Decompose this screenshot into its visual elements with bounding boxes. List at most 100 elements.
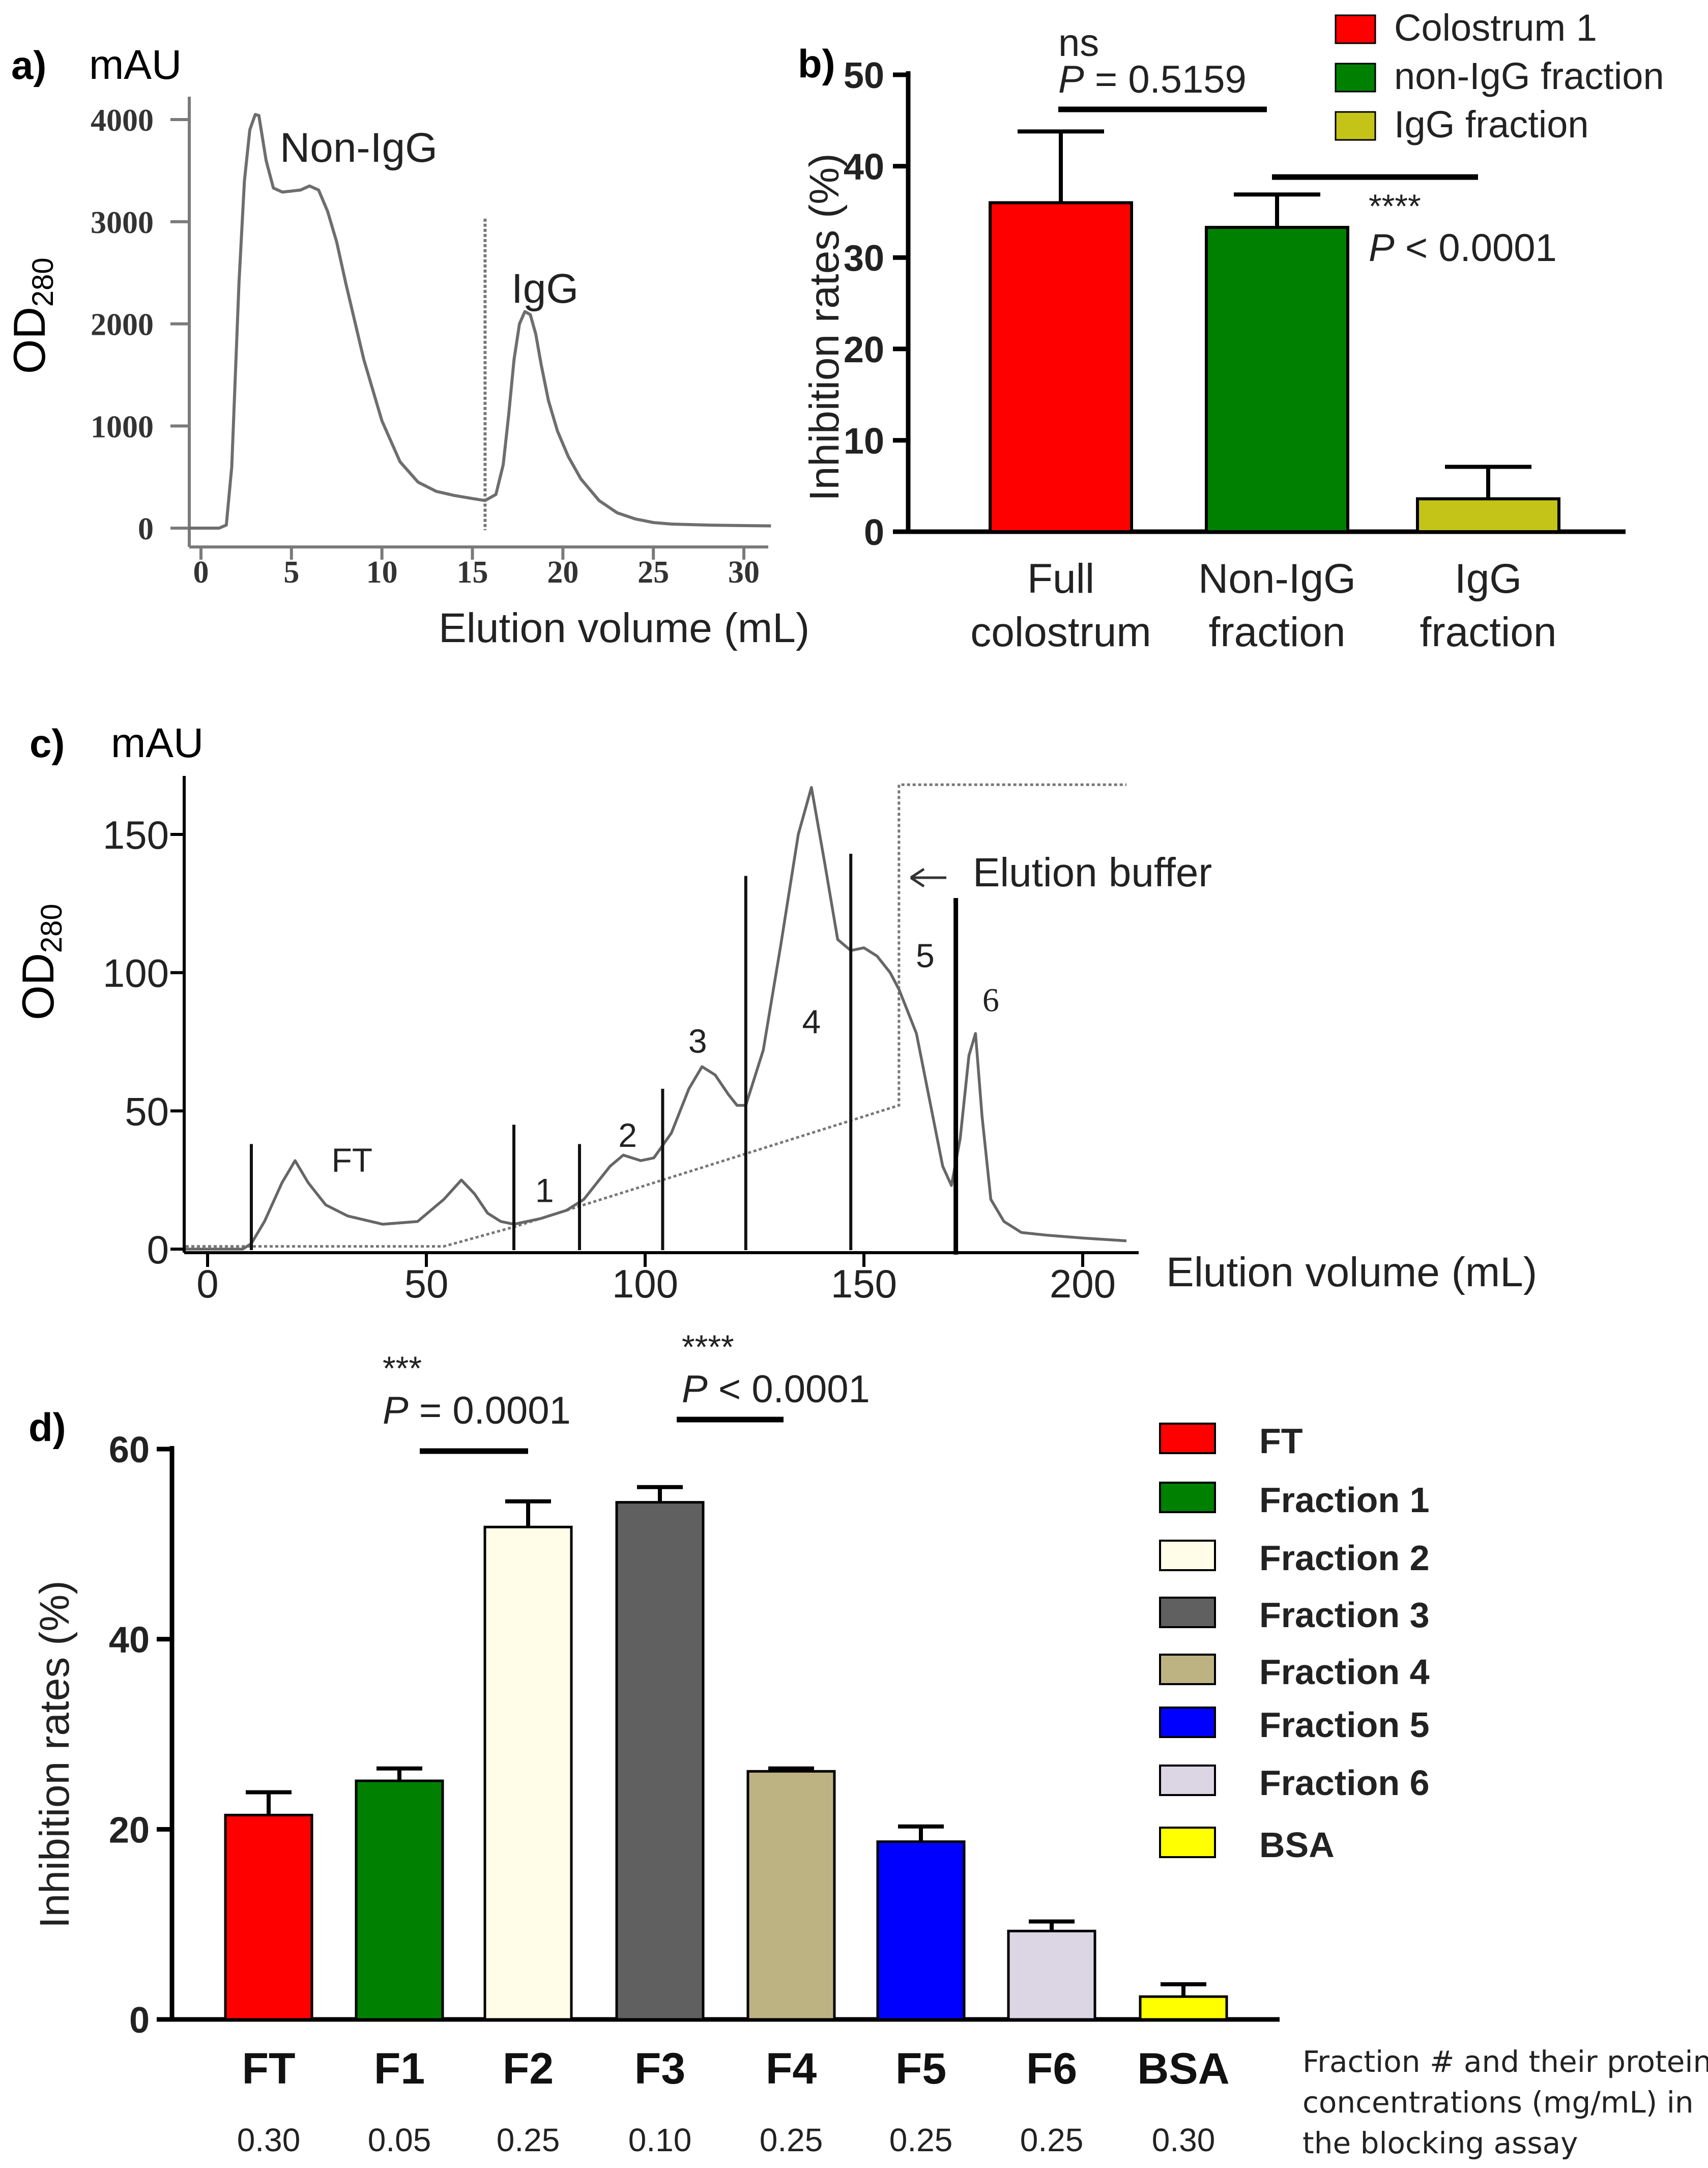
panel-c-fraction-markers xyxy=(250,854,853,1250)
panel-c-ytick-label: 0 xyxy=(147,1227,169,1272)
panel-b-ytick-label: 40 xyxy=(844,147,884,188)
panel-a-xtick-label: 0 xyxy=(193,555,209,590)
panel-d-ytick-label: 40 xyxy=(109,1620,150,1661)
panel-d-ytick-label: 60 xyxy=(109,1430,150,1470)
panel-d-category-label: F4 xyxy=(766,2044,817,2093)
panel-c-y-axis: 0 50 100 150 xyxy=(103,813,184,1272)
panel-a-xtick-label: 10 xyxy=(366,555,398,590)
panel-d-concentration-label: 0.05 xyxy=(368,2122,431,2158)
panel-b-legend-label: IgG fraction xyxy=(1394,103,1589,146)
panel-d-category-label: F5 xyxy=(895,2044,946,2093)
panel-c-region-label: FT xyxy=(331,1141,372,1179)
panel-c-region-labels: FT 1 2 3 4 5 6 xyxy=(331,937,999,1209)
panel-d-note-line-1: Fraction # and their protein xyxy=(1302,2044,1708,2079)
panel-a-ylabel: OD280 xyxy=(4,257,60,374)
panel-a-ytick-label: 0 xyxy=(138,512,154,546)
panel-d-concentrations: 0.30 0.05 0.25 0.10 0.25 0.25 0.25 0.30 xyxy=(237,2122,1215,2158)
panel-d-legend-label: FT xyxy=(1259,1421,1303,1461)
panel-c-x-axis: 0 50 100 150 200 xyxy=(196,1253,1116,1306)
panel-c-ytick-label: 50 xyxy=(125,1089,169,1134)
panel-d-legend-swatch xyxy=(1159,1654,1216,1685)
panel-d-concentration-label: 0.30 xyxy=(237,2122,301,2158)
panel-d-bar xyxy=(1007,1929,1096,2021)
panel-b-category-label: fraction xyxy=(1420,609,1557,655)
panel-c-ylabel: OD280 xyxy=(13,904,68,1020)
panel-b-letter: b) xyxy=(798,41,835,86)
panel-b-ytick-label: 10 xyxy=(844,421,884,461)
panel-c-letter: c) xyxy=(30,721,65,766)
panel-d-bar xyxy=(876,1840,966,2021)
panel-b-category-label: Non-IgG xyxy=(1198,556,1356,602)
panel-c-arrow-icon xyxy=(910,868,925,888)
panel-c-xtick-label: 100 xyxy=(612,1261,678,1306)
panel-b-legend-swatch xyxy=(1335,111,1376,141)
panel-d-legend: FT Fraction 1 Fraction 2 Fraction 3 Fraction… xyxy=(1159,1421,1430,1865)
panel-d-ylabel: Inhibition rates (%) xyxy=(32,1580,78,1928)
panel-d-legend-label: Fraction 1 xyxy=(1259,1480,1430,1520)
panel-d-y-axis: 0 20 40 60 xyxy=(109,1430,172,2041)
panel-d-legend-swatch xyxy=(1159,1707,1216,1738)
panel-d-category-label: F1 xyxy=(374,2044,425,2093)
panel-a-xtick-label: 15 xyxy=(457,555,488,590)
panel-d-concentration-label: 0.30 xyxy=(1152,2122,1215,2158)
panel-a-xtick-label: 20 xyxy=(547,555,578,590)
panel-c-xtick-label: 200 xyxy=(1050,1261,1116,1306)
panel-d-category-label: F6 xyxy=(1026,2044,1077,2093)
panel-b-ytick-label: 20 xyxy=(844,330,884,370)
panel-d-concentration-label: 0.25 xyxy=(760,2122,823,2158)
panel-c-elution-buffer-label: Elution buffer xyxy=(973,850,1212,895)
panel-c-region-label: 5 xyxy=(916,937,935,974)
panel-b-sig2-pvalue: P < 0.0001 xyxy=(1369,226,1557,270)
panel-d-bar xyxy=(483,1525,573,2021)
panel-b-category-labels: Full colostrum Non-IgG fraction IgG fraction xyxy=(970,556,1556,655)
panel-c-xtick-label: 0 xyxy=(196,1261,218,1306)
panel-d-legend-label: Fraction 3 xyxy=(1259,1595,1430,1635)
panel-b-category-label: colostrum xyxy=(970,609,1151,655)
panel-d-category-label: F2 xyxy=(503,2044,554,2093)
panel-d-legend-swatch xyxy=(1159,1597,1216,1628)
panel-c-unit: mAU xyxy=(111,720,204,766)
panel-c-region-label: 6 xyxy=(982,982,999,1019)
panel-d-category-labels: FT F1 F2 F3 F4 F5 F6 BSA xyxy=(242,2044,1229,2093)
panel-d-letter: d) xyxy=(28,1405,66,1450)
panel-d-sig2-pvalue: P < 0.0001 xyxy=(682,1368,870,1411)
panel-d-legend-swatch xyxy=(1159,1827,1216,1858)
panel-d-category-label: BSA xyxy=(1137,2044,1230,2093)
panel-c-region-label: 3 xyxy=(688,1022,707,1060)
panel-d-legend-label: Fraction 5 xyxy=(1259,1705,1430,1745)
panel-b-legend-label: Colostrum 1 xyxy=(1394,7,1597,49)
panel-a-ytick-label: 4000 xyxy=(91,103,154,138)
panel-d-bars xyxy=(224,1485,1228,2021)
panel-a-y-axis: 0 1000 2000 3000 4000 xyxy=(91,103,189,546)
panel-a-ytick-label: 2000 xyxy=(91,308,154,342)
panel-c-xtick-label: 50 xyxy=(404,1261,449,1306)
panel-a: a) mAU OD280 0 1000 2000 3000 4000 0 5 10 15 20 2… xyxy=(4,42,809,651)
panel-d-legend-label: Fraction 2 xyxy=(1259,1538,1430,1578)
panel-d-legend-swatch xyxy=(1159,1482,1216,1513)
panel-b-legend: Colostrum 1 non-IgG fraction IgG fraction xyxy=(1335,7,1664,146)
panel-a-ytick-label: 1000 xyxy=(91,410,154,444)
panel-a-xtick-label: 30 xyxy=(728,555,760,590)
panel-d-legend-swatch xyxy=(1159,1423,1216,1454)
panel-a-label-nonigg: Non-IgG xyxy=(280,125,438,171)
panel-b-sig2-stars: **** xyxy=(1369,187,1421,225)
panel-d: d) Inhibition rates (%) 0 20 40 60 FT F1 F2 F3… xyxy=(28,1328,1708,2160)
panel-d-bar xyxy=(1139,1995,1228,2021)
panel-c-elution-gradient xyxy=(186,783,1126,1248)
panel-a-ytick-label: 3000 xyxy=(91,206,154,240)
panel-b-sig1-stars: ns xyxy=(1058,21,1099,65)
panel-b-bar xyxy=(1205,225,1349,533)
panel-d-legend-label: Fraction 4 xyxy=(1259,1652,1430,1692)
panel-d-legend-label: Fraction 6 xyxy=(1259,1763,1430,1803)
panel-d-note-line-3: the blocking assay xyxy=(1302,2126,1578,2160)
panel-b-ytick-label: 0 xyxy=(864,512,884,553)
panel-d-sig2-stars: **** xyxy=(682,1328,734,1366)
panel-a-xtick-label: 5 xyxy=(283,555,299,590)
panel-a-letter: a) xyxy=(11,43,46,88)
panel-d-bar xyxy=(224,1813,313,2021)
panel-a-xlabel: Elution volume (mL) xyxy=(439,605,809,651)
panel-d-bar xyxy=(355,1779,444,2021)
panel-c: c) mAU OD280 0 50 100 150 0 50 100 150 200 FT 1 2… xyxy=(13,720,1537,1306)
panel-b: b) Inhibition rates (%) 0 10 20 30 40 50 Full… xyxy=(798,7,1664,655)
